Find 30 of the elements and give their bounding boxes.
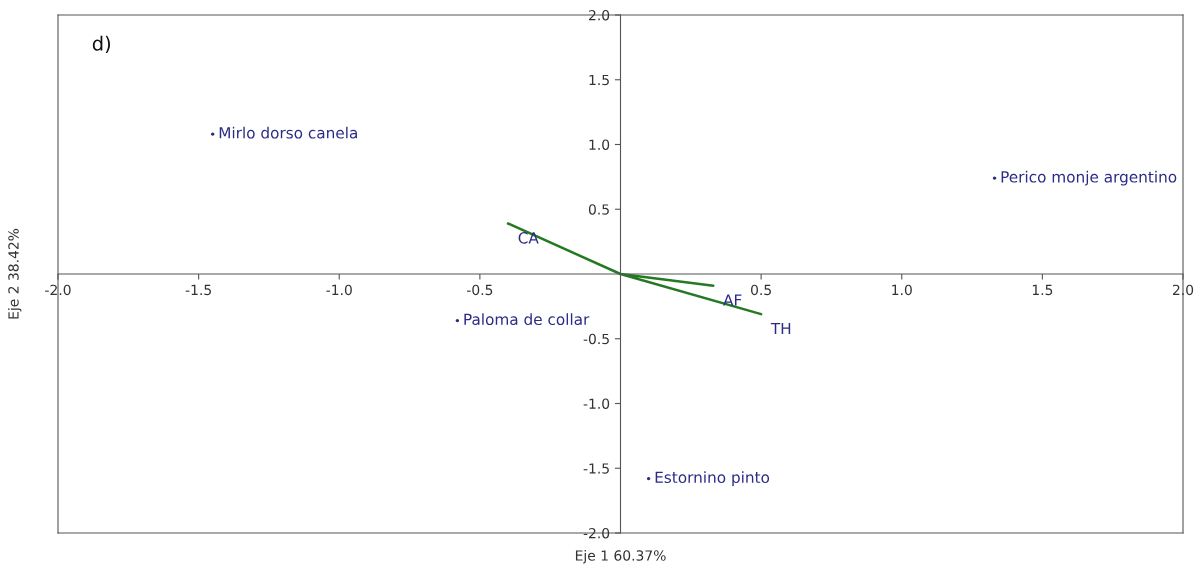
y-tick-label: 1.5 (589, 74, 609, 86)
annotation: d) (92, 35, 111, 54)
point (455, 318, 460, 323)
x-tick-label: -0.5 (467, 284, 493, 296)
y-tick-label: -1.5 (583, 463, 609, 474)
data-label: AF (723, 294, 742, 306)
x-tick-label: 0.5 (751, 284, 771, 296)
x-tick-label: 1.5 (1032, 284, 1053, 296)
x-tick-label: -1.5 (185, 284, 211, 296)
point (992, 176, 997, 180)
point (210, 132, 215, 136)
x-tick-label: -2.0 (45, 284, 71, 296)
point (646, 476, 651, 481)
x-tick-label: 2.0 (1172, 284, 1194, 296)
x-axis-title: Eje 1 60.37% (575, 550, 666, 564)
y-axis-title: Eje 2 38.42% (8, 228, 22, 319)
data-label: Estornino pinto (655, 471, 770, 486)
data-label: CA (518, 232, 539, 244)
data-label: TH (770, 322, 791, 335)
data-label: Perico monje argentino (1001, 170, 1177, 186)
data-label: Mirlo dorso canela (219, 126, 357, 139)
data-label: Paloma de collar (464, 313, 590, 326)
y-tick-label: 2.0 (589, 9, 610, 21)
x-tick-label: 1.0 (892, 284, 912, 296)
y-tick-label: -2.0 (583, 527, 610, 539)
y-tick-label: -0.5 (583, 333, 609, 345)
y-tick-label: 1.0 (589, 139, 610, 150)
y-tick-label: -1.0 (583, 398, 610, 409)
y-tick-label: 0.5 (588, 204, 609, 215)
x-tick-label: -1.0 (326, 284, 352, 296)
